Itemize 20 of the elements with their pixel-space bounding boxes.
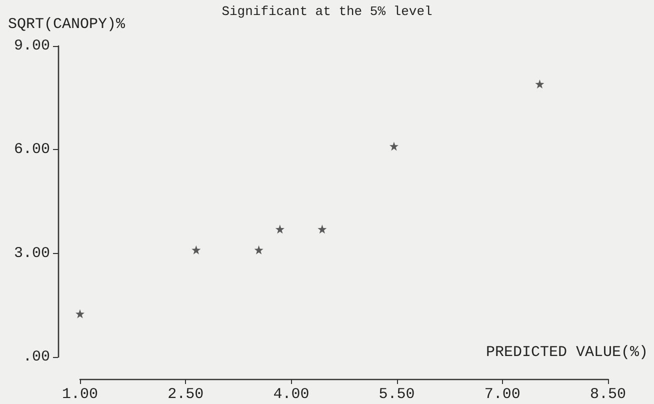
y-tick-label: .00 <box>22 348 50 366</box>
x-tick-label: 1.00 <box>62 386 98 403</box>
point <box>192 245 201 254</box>
y-axis-title: SQRT(CANOPY)% <box>8 16 126 33</box>
y-tick-label: 3.00 <box>14 244 50 262</box>
x-tick-label: 2.50 <box>168 386 204 403</box>
chart-title: Significant at the 5% level <box>222 4 433 19</box>
y-tick-label: 6.00 <box>14 141 50 158</box>
point <box>275 224 284 234</box>
y-tick-label: 9.00 <box>14 38 50 54</box>
x-tick-label: 5.50 <box>378 386 415 403</box>
point <box>318 224 327 234</box>
x-tick-label: 8.50 <box>590 386 626 403</box>
point <box>254 245 264 254</box>
point <box>535 80 544 89</box>
point <box>389 142 398 151</box>
x-axis-title: PREDICTED VALUE(%) <box>486 344 648 361</box>
x-tick-label: 4.00 <box>273 386 310 403</box>
point <box>76 309 84 318</box>
x-tick-label: 7.00 <box>484 386 520 403</box>
